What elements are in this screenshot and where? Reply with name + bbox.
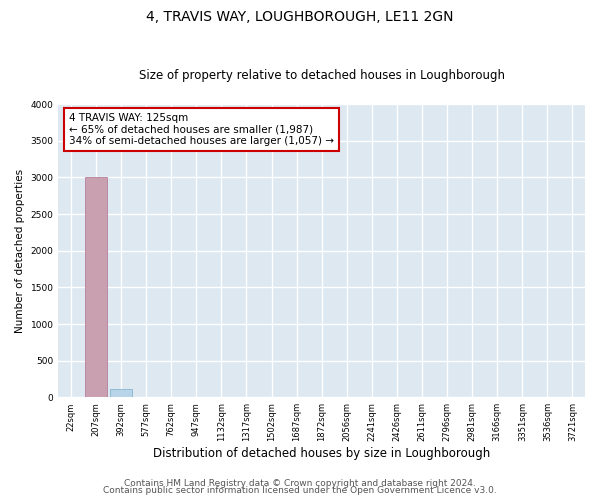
Text: 4, TRAVIS WAY, LOUGHBOROUGH, LE11 2GN: 4, TRAVIS WAY, LOUGHBOROUGH, LE11 2GN [146,10,454,24]
Bar [110,388,132,398]
Text: 4 TRAVIS WAY: 125sqm
← 65% of detached houses are smaller (1,987)
34% of semi-de: 4 TRAVIS WAY: 125sqm ← 65% of detached h… [69,113,334,146]
Text: Contains HM Land Registry data © Crown copyright and database right 2024.: Contains HM Land Registry data © Crown c… [124,478,476,488]
Text: Contains public sector information licensed under the Open Government Licence v3: Contains public sector information licen… [103,486,497,495]
Bar [85,178,107,398]
X-axis label: Distribution of detached houses by size in Loughborough: Distribution of detached houses by size … [153,447,490,460]
Title: Size of property relative to detached houses in Loughborough: Size of property relative to detached ho… [139,69,505,82]
Y-axis label: Number of detached properties: Number of detached properties [15,168,25,332]
